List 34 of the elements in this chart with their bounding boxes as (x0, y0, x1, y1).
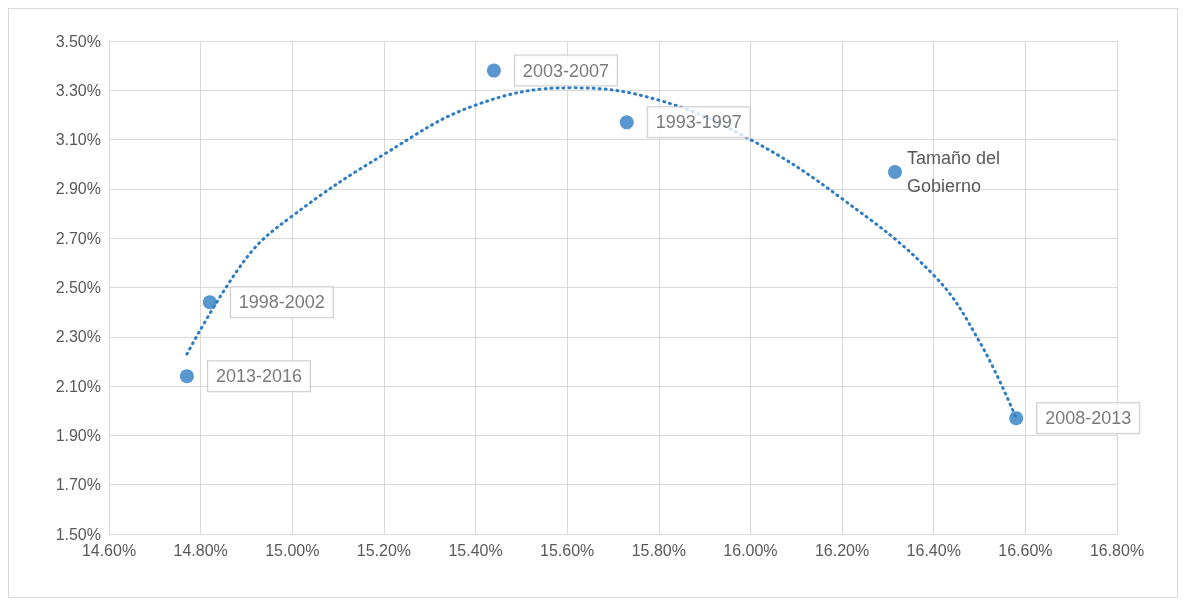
x-tick-label: 16.00% (723, 541, 778, 559)
data-label: 1998-2002 (238, 292, 325, 313)
y-tick-label: 1.90% (55, 426, 101, 444)
x-tick-label: 15.60% (540, 541, 595, 559)
data-label: 2008-2013 (1045, 408, 1132, 429)
y-tick-label: 2.90% (55, 180, 101, 198)
y-tick-label: 1.70% (55, 476, 101, 494)
y-tick-label: 3.10% (55, 131, 101, 149)
x-tick-label: 15.00% (265, 541, 320, 559)
point (1009, 411, 1024, 426)
data-label: 2003-2007 (522, 60, 609, 81)
x-tick-label: 16.60% (998, 541, 1053, 559)
y-tick-label: 1.50% (55, 525, 101, 543)
point (619, 115, 634, 130)
y-tick-label: 2.10% (55, 377, 101, 395)
point (202, 295, 217, 310)
data-label: 1993-1997 (655, 112, 742, 133)
y-tick-label: 3.30% (55, 81, 101, 99)
x-tick-label: 16.20% (814, 541, 870, 559)
x-tick-label: 15.80% (631, 541, 686, 559)
point (486, 63, 501, 78)
data-label: 2013-2016 (215, 366, 302, 387)
x-tick-label: 15.40% (448, 541, 503, 559)
x-tick-label: 15.20% (356, 541, 412, 559)
x-tick-label: 14.80% (173, 541, 228, 559)
y-tick-label: 2.50% (55, 279, 101, 296)
legend-label: Tamaño del Gobierno (907, 148, 1006, 196)
y-tick-label: 2.70% (55, 229, 101, 247)
x-tick-label: 16.80% (1089, 541, 1145, 559)
y-tick-label: 2.30% (55, 328, 101, 346)
point (179, 369, 194, 384)
x-tick-label: 14.60% (81, 541, 137, 559)
x-tick-label: 16.40% (906, 541, 961, 559)
y-tick-label: 3.50% (55, 32, 101, 50)
